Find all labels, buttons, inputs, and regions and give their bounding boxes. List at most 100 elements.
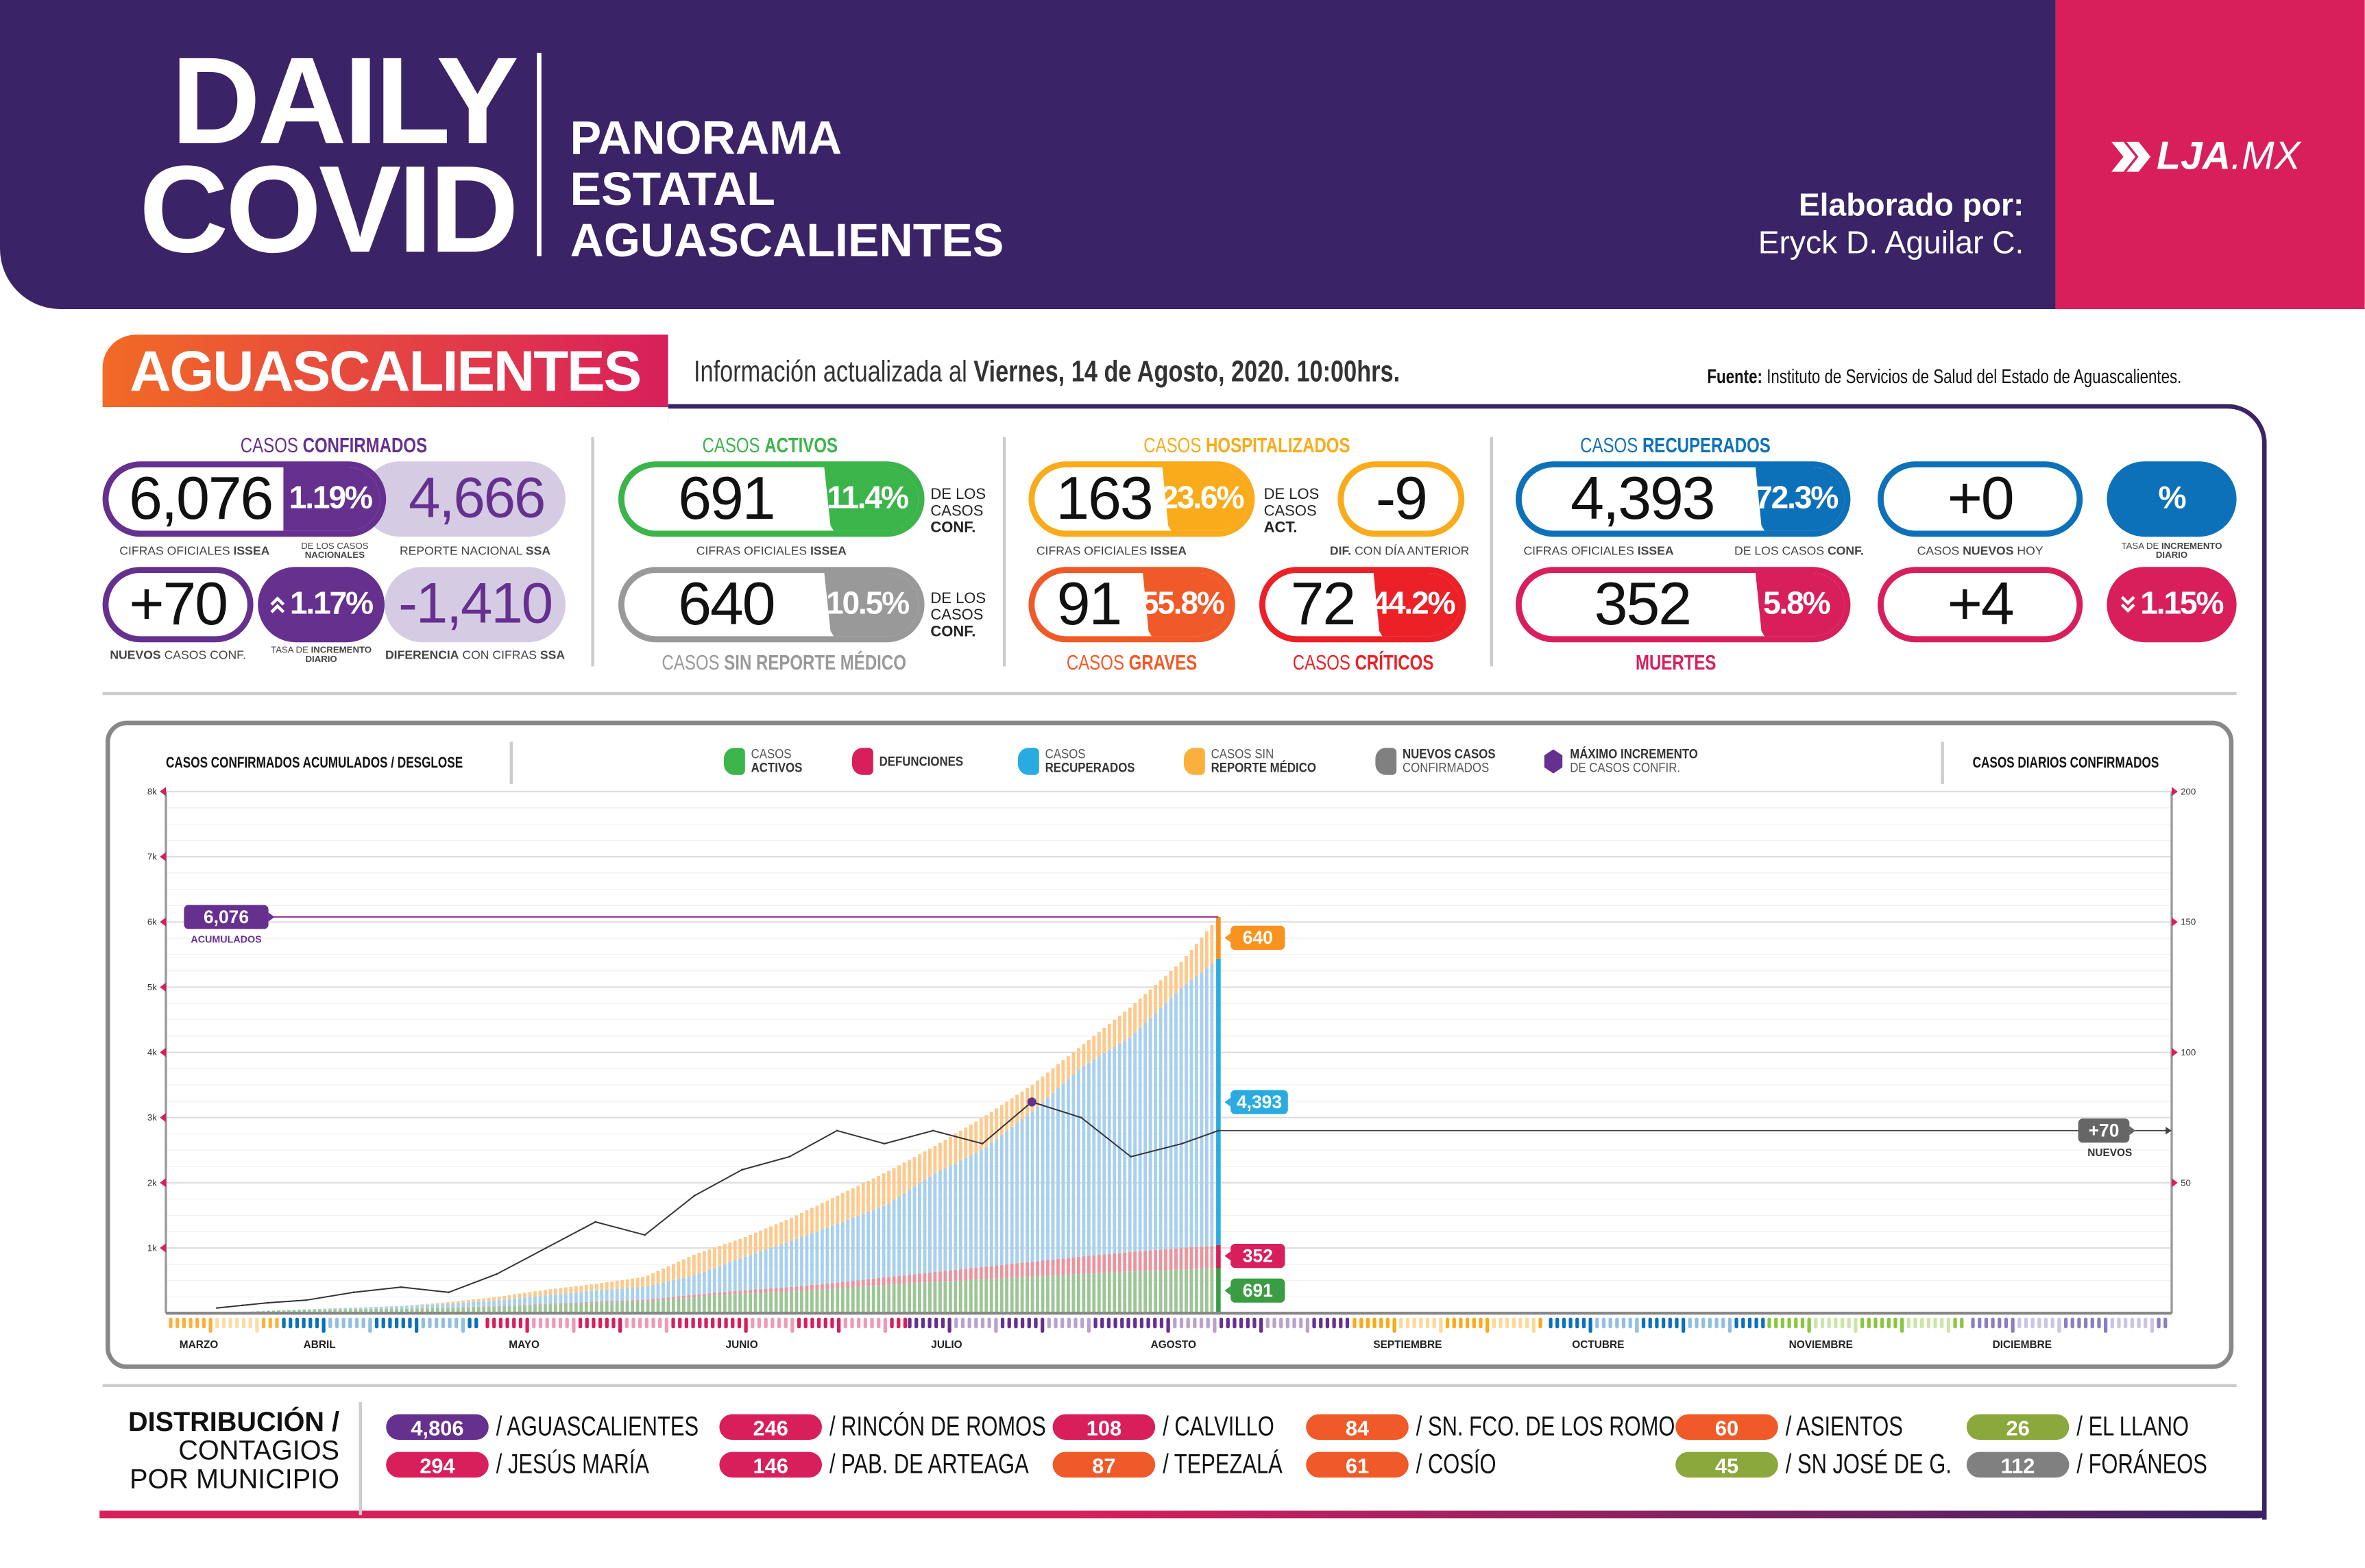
header-subtitle: PANORAMA ESTATAL AGUASCALIENTES	[570, 113, 1004, 267]
bar-segment-casos-sin-reporte-m-dico	[605, 1282, 609, 1290]
month-tick	[638, 1318, 642, 1328]
bar-segment-casos-activos	[810, 1290, 814, 1314]
month-tick	[1781, 1318, 1784, 1328]
bar-segment-casos-recuperados	[415, 1306, 419, 1308]
bar-segment-casos-sin-reporte-m-dico	[697, 1253, 701, 1273]
bar-segment-defunciones	[1128, 1252, 1132, 1271]
subtitle-line: AGUASCALIENTES	[570, 216, 1004, 267]
month-tick	[1588, 1318, 1592, 1333]
rate-value: 1.15%	[2140, 587, 2222, 623]
month-tick	[2084, 1318, 2087, 1328]
bar-segment-casos-activos	[1128, 1271, 1132, 1313]
bar-segment-casos-recuperados	[841, 1222, 845, 1282]
month-tick	[362, 1318, 365, 1328]
bar-segment-casos-recuperados	[1102, 1053, 1106, 1254]
bar-segment-casos-activos	[1031, 1277, 1034, 1313]
bar-segment-casos-activos	[749, 1293, 752, 1313]
bar-segment-casos-sin-reporte-m-dico	[554, 1288, 557, 1295]
bar-segment-defunciones	[539, 1304, 542, 1305]
bar-segment-casos-recuperados	[467, 1302, 470, 1307]
month-tick	[335, 1318, 339, 1328]
daily-new-point	[305, 1299, 307, 1301]
bar-segment-casos-activos	[984, 1279, 988, 1313]
month-tick	[375, 1318, 378, 1328]
bar-segment-defunciones	[492, 1306, 496, 1307]
month-tick	[994, 1318, 997, 1333]
bar-segment-defunciones	[610, 1301, 614, 1302]
month-tick	[1146, 1318, 1150, 1328]
month-tick	[618, 1318, 622, 1333]
bar-segment-casos-sin-reporte-m-dico	[882, 1173, 886, 1205]
bar-segment-casos-sin-reporte-m-dico	[866, 1181, 870, 1212]
month-tick	[1953, 1318, 1956, 1328]
update-info: Información actualizada al Viernes, 14 d…	[694, 356, 1599, 391]
bar-segment-casos-activos	[733, 1294, 737, 1313]
bar-segment-casos-sin-reporte-m-dico	[631, 1279, 634, 1288]
bar-segment-casos-activos	[1195, 1269, 1198, 1314]
graves-title: CASOS GRAVES	[1028, 650, 1235, 674]
bar-segment-casos-recuperados	[707, 1270, 711, 1294]
bar-segment-casos-sin-reporte-m-dico	[728, 1242, 731, 1262]
month-tick	[2163, 1318, 2167, 1328]
bar-segment-defunciones	[893, 1276, 896, 1284]
month-tick	[1761, 1318, 1764, 1328]
y-tick-label-left: 8k	[147, 786, 157, 796]
bar-segment-casos-sin-reporte-m-dico	[1190, 950, 1193, 980]
daily-new-point	[1181, 1142, 1183, 1144]
bar-segment-defunciones	[872, 1279, 875, 1286]
bar-segment-casos-recuperados	[903, 1193, 906, 1275]
bar-segment-casos-activos	[764, 1293, 768, 1313]
month-tick	[592, 1318, 595, 1328]
bar-segment-casos-recuperados	[969, 1155, 973, 1268]
month-tick	[1074, 1318, 1077, 1328]
bar-segment-casos-sin-reporte-m-dico	[713, 1248, 716, 1268]
new-cases-pill: +70	[103, 567, 254, 642]
bar-segment-casos-sin-reporte-m-dico	[1046, 1073, 1050, 1098]
bar-segment-defunciones	[764, 1289, 768, 1293]
ssa-difference: -1,410	[385, 567, 566, 642]
daily-new-point	[884, 1142, 886, 1144]
month-tick	[771, 1318, 774, 1328]
bar-segment-defunciones	[744, 1290, 747, 1294]
month-tick	[512, 1318, 516, 1328]
bar-segment-casos-recuperados	[513, 1299, 516, 1306]
month-tick	[1525, 1318, 1529, 1328]
bar-segment-casos-recuperados	[815, 1232, 818, 1285]
month-tick	[428, 1318, 431, 1328]
month-tick	[1568, 1318, 1572, 1328]
bar-segment-casos-sin-reporte-m-dico	[1005, 1101, 1008, 1131]
bar-segment-casos-activos	[677, 1299, 681, 1314]
bar-segment-casos-activos	[662, 1300, 665, 1314]
month-tick	[2091, 1318, 2094, 1328]
bar-segment-casos-recuperados	[620, 1288, 624, 1301]
bar-segment-casos-sin-reporte-m-dico	[610, 1282, 614, 1289]
callout-nuevos-label: NUEVOS	[2087, 1147, 2132, 1159]
bar-segment-casos-activos	[775, 1293, 778, 1314]
bar-segment-casos-recuperados	[754, 1253, 757, 1290]
month-tick	[2024, 1318, 2028, 1328]
bar-segment-casos-recuperados	[554, 1295, 557, 1303]
bar-segment-casos-activos	[918, 1283, 921, 1313]
bar-segment-casos-recuperados	[523, 1297, 526, 1305]
bar-segment-defunciones	[856, 1280, 860, 1287]
municipio-item: 108/ CALVILLO	[1053, 1411, 1306, 1443]
month-tick	[1180, 1318, 1183, 1328]
bar-segment-defunciones	[662, 1298, 665, 1300]
bar-segment-casos-sin-reporte-m-dico	[1118, 1016, 1121, 1044]
bar-segment-defunciones	[636, 1300, 640, 1301]
bar-segment-defunciones	[657, 1299, 660, 1301]
bar-segment-casos-sin-reporte-m-dico	[436, 1303, 439, 1304]
municipio-item: 112/ FORÁNEOS	[1967, 1449, 2244, 1480]
month-tick	[255, 1318, 258, 1333]
bar-segment-defunciones	[903, 1275, 906, 1284]
month-tick	[169, 1318, 172, 1328]
bar-segment-casos-recuperados	[959, 1160, 962, 1269]
bar-segment-casos-activos	[1097, 1273, 1101, 1313]
bar-segment-casos-recuperados	[313, 1309, 316, 1310]
bar-segment-defunciones	[810, 1285, 814, 1290]
divider	[1490, 437, 1493, 666]
bar-segment-casos-sin-reporte-m-dico	[707, 1249, 711, 1270]
bar-segment-casos-recuperados	[369, 1307, 373, 1309]
bar-segment-casos-activos	[1169, 1270, 1173, 1313]
